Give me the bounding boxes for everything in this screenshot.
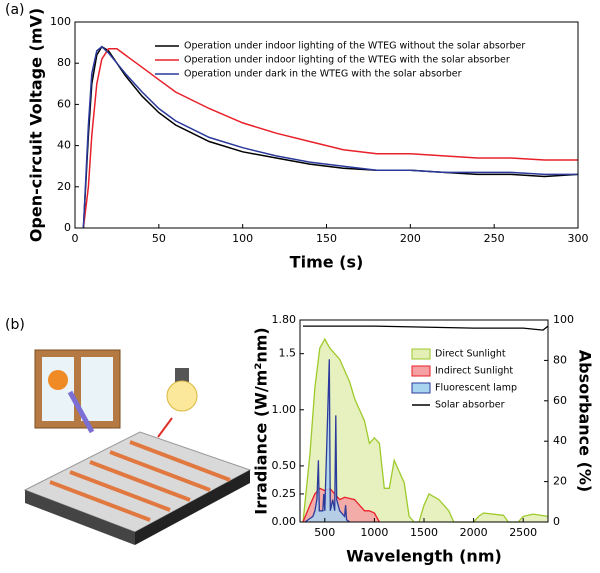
y-axis-label: Irradiance (W/m²nm) <box>252 327 271 514</box>
sunlight-ray <box>67 390 95 434</box>
panel-label: (a) <box>5 2 25 18</box>
x-tick-label: 2000 <box>460 526 488 539</box>
substrate-side <box>135 470 250 545</box>
bulb <box>166 380 198 412</box>
series-line <box>302 337 549 523</box>
y2-tick-label: 0 <box>553 515 560 528</box>
x-axis-label: Wavelength (nm) <box>346 547 502 566</box>
series-line <box>82 48 578 229</box>
window-pane <box>81 357 113 421</box>
x-tick-label: 0 <box>72 232 79 245</box>
lamp-ray <box>157 417 173 438</box>
y-tick-label: 0.50 <box>272 459 297 472</box>
plot-frame <box>74 21 579 229</box>
x-tick-label: 50 <box>152 232 166 245</box>
series-line <box>82 45 578 229</box>
x-tick-label: 500 <box>314 526 335 539</box>
x-tick-label: 1500 <box>410 526 438 539</box>
legend-swatch <box>411 365 431 377</box>
illustration <box>23 349 252 545</box>
sun <box>48 370 68 390</box>
legend-label: Indirect Sunlight <box>435 366 513 377</box>
y2-tick-label: 40 <box>553 434 567 447</box>
y-tick-label: 1.5 <box>279 347 297 360</box>
y2-tick-label: 80 <box>553 353 567 366</box>
y2-tick-label: 20 <box>553 475 567 488</box>
series-line <box>304 359 350 523</box>
legend-label: Fluorescent lamp <box>435 383 517 394</box>
substrate-side <box>25 490 135 545</box>
bulb-socket <box>175 368 189 382</box>
legend-label: Solar absorber <box>435 400 505 411</box>
y2-tick-label: 100 <box>553 313 574 326</box>
x-tick-label: 100 <box>232 232 253 245</box>
series-line <box>302 487 380 523</box>
y-tick-label: 1.80 <box>272 313 297 326</box>
y2-axis-label: Absorbance (%) <box>576 350 595 492</box>
x-tick-label: 250 <box>484 232 505 245</box>
legend-label: Direct Sunlight <box>435 349 506 360</box>
legend-label: Operation under indoor lighting of the W… <box>184 55 510 66</box>
y-tick-label: 0.25 <box>272 487 297 500</box>
x-tick-label: 150 <box>316 232 337 245</box>
x-tick-label: 300 <box>568 232 589 245</box>
legend-label: Operation under indoor lighting of the W… <box>184 41 525 52</box>
y-axis-label: Open-circuit Voltage (mV) <box>27 8 46 242</box>
legend-swatch <box>411 348 431 360</box>
series-area <box>302 339 548 522</box>
x-axis-label: Time (s) <box>290 253 364 272</box>
legend-label: Operation under dark in the WTEG with th… <box>184 69 462 80</box>
x-tick-label: 2500 <box>509 526 537 539</box>
series-line <box>303 325 549 331</box>
y-tick-label: 0 <box>64 221 71 234</box>
panel-label: (b) <box>5 317 25 333</box>
y-tick-label: 20 <box>57 180 71 193</box>
y-tick-label: 1.00 <box>272 403 297 416</box>
x-tick-label: 1000 <box>360 526 388 539</box>
y-tick-label: 0.00 <box>272 515 297 528</box>
thermoelectric-legs <box>49 440 231 522</box>
y2-tick-label: 60 <box>553 394 567 407</box>
legend-swatch <box>411 382 431 394</box>
x-tick-label: 200 <box>400 232 421 245</box>
y-tick-label: 100 <box>50 15 71 28</box>
y-tick-label: 80 <box>57 56 71 69</box>
y-tick-label: 40 <box>57 139 71 152</box>
y-tick-label: 60 <box>57 97 71 110</box>
